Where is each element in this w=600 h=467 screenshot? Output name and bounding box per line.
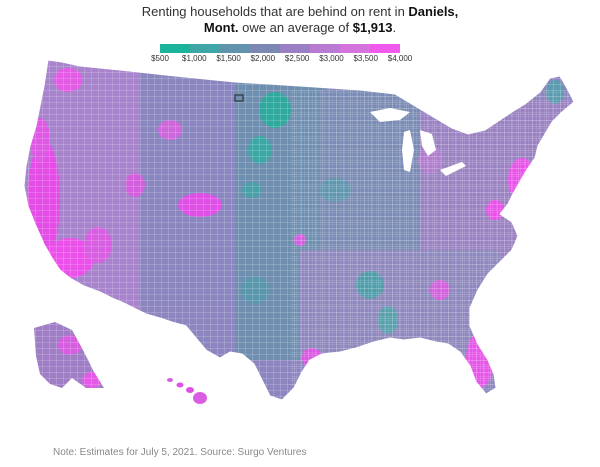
legend-tick-label: $1,500	[216, 54, 241, 63]
legend-tick-label: $1,000	[182, 54, 207, 63]
legend-swatch	[310, 44, 340, 53]
hawaii	[167, 378, 207, 404]
legend-swatch	[220, 44, 250, 53]
headline-mid: owe an average of	[238, 20, 353, 35]
map-headline: Renting households that are behind on re…	[0, 4, 600, 36]
legend-ticks: $500 $1,000 $1,500 $2,000 $2,500 $3,000 $3,500…	[151, 54, 412, 68]
headline-amount: $1,913	[352, 20, 393, 35]
legend-swatch	[190, 44, 220, 53]
map-regions	[23, 59, 575, 404]
legend-swatch	[250, 44, 280, 53]
headline-line1: Renting households that are behind on re…	[141, 4, 409, 19]
legend-color-bar	[160, 44, 400, 53]
legend-swatch	[280, 44, 310, 53]
legend-tick-label: $500	[151, 54, 169, 63]
source-note: Note: Estimates for July 5, 2021. Source…	[53, 447, 307, 458]
legend-tick-label: $4,000	[387, 54, 413, 63]
headline-place-1: Daniels,	[408, 4, 459, 19]
color-legend: $500 $1,000 $1,500 $2,000 $2,500 $3,000 $3,500…	[151, 44, 412, 68]
daniels-county-marker[interactable]	[234, 94, 244, 102]
legend-swatch	[340, 44, 370, 53]
country-outline	[23, 59, 575, 401]
legend-tick-label: $2,000	[250, 54, 276, 63]
legend-tick-label: $3,000	[319, 54, 344, 63]
lake-huron	[420, 130, 436, 156]
alaska	[34, 322, 104, 388]
lake-michigan	[402, 130, 414, 172]
legend-swatch	[160, 44, 190, 53]
county-grid-east	[290, 90, 574, 390]
headline-place-2: Mont.	[203, 20, 239, 35]
headline-end: .	[392, 20, 397, 35]
lake-erie	[440, 162, 466, 176]
legend-swatch	[370, 44, 400, 53]
lake-superior	[370, 108, 410, 122]
legend-tick-label: $3,500	[353, 54, 378, 63]
legend-tick-label: $2,500	[284, 54, 310, 63]
